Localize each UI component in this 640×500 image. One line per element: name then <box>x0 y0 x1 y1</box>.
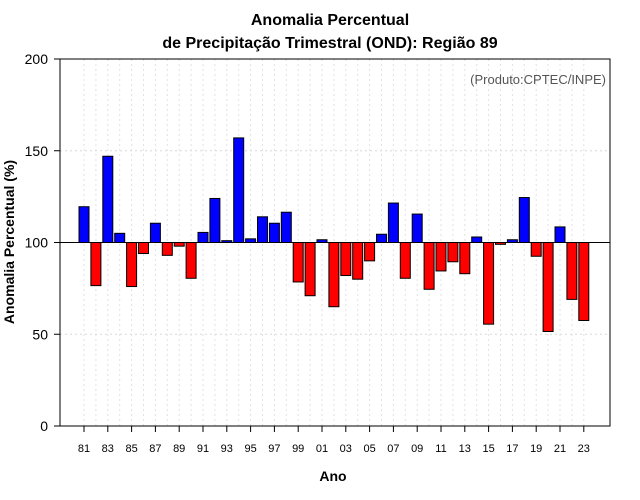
bar-94 <box>233 137 245 243</box>
x-tick-label: 03 <box>340 443 352 455</box>
bar-07 <box>387 202 399 243</box>
bar-82 <box>90 242 102 287</box>
y-tick-label: 150 <box>25 143 49 159</box>
bar-83 <box>102 155 114 244</box>
bar-05 <box>364 242 376 262</box>
y-axis-label: Anomalia Percentual (%) <box>1 160 17 324</box>
bar-03 <box>340 242 352 277</box>
x-tick-label: 17 <box>506 443 518 455</box>
y-axis: 0 50 100 150 200 <box>25 51 60 434</box>
bar-12 <box>447 242 459 263</box>
bar-99 <box>292 242 304 283</box>
credit-text: (Produto:CPTEC/INPE) <box>470 72 606 87</box>
bar-97 <box>268 222 280 243</box>
bar-series <box>78 137 590 332</box>
x-tick-label: 97 <box>268 443 280 455</box>
x-tick-label: 15 <box>482 443 494 455</box>
chart-title-line1: Anomalia Percentual <box>251 12 409 29</box>
bar-06 <box>376 233 387 243</box>
grid-lines <box>60 59 610 426</box>
x-tick-label: 93 <box>221 443 233 455</box>
bar-90 <box>185 242 197 279</box>
x-axis-label: Ano <box>319 468 346 484</box>
x-tick-label: 11 <box>435 443 446 455</box>
x-tick-label: 89 <box>173 443 185 455</box>
bar-89 <box>173 242 185 247</box>
bar-00 <box>304 242 316 297</box>
x-tick-label: 21 <box>554 443 566 455</box>
y-tick-label: 200 <box>25 51 49 67</box>
y-tick-label: 0 <box>40 418 48 434</box>
x-tick-label: 81 <box>78 443 90 455</box>
x-tick-label: 83 <box>102 443 114 455</box>
bar-10 <box>423 242 435 290</box>
bar-19 <box>530 242 542 257</box>
x-tick-label: 91 <box>197 443 209 455</box>
bar-11 <box>435 242 447 272</box>
x-tick-label: 19 <box>530 443 542 455</box>
x-tick-label: 99 <box>292 443 304 455</box>
bar-98 <box>280 211 292 244</box>
x-tick-label: 05 <box>363 443 375 455</box>
y-tick-label: 100 <box>25 235 49 251</box>
bar-91 <box>197 231 209 244</box>
bar-81 <box>78 206 90 243</box>
x-axis: 81 83 85 87 89 91 93 95 97 99 01 03 05 07 09 11 13 15 17 19… <box>78 426 590 455</box>
bar-22 <box>566 242 578 300</box>
bar-20 <box>542 242 554 332</box>
bar-87 <box>149 222 161 243</box>
y-tick-label: 50 <box>32 326 48 342</box>
bar-23 <box>578 242 590 321</box>
x-tick-label: 85 <box>125 443 137 455</box>
chart-title-line2: de Precipitação Trimestral (OND): Região… <box>162 35 497 52</box>
bar-04 <box>352 242 364 280</box>
bar-88 <box>161 242 173 256</box>
bar-96 <box>257 216 268 243</box>
bar-92 <box>209 197 221 244</box>
bar-21 <box>554 226 566 243</box>
bar-95 <box>245 238 257 244</box>
bar-86 <box>138 242 149 255</box>
x-tick-label: 87 <box>149 443 161 455</box>
x-tick-label: 09 <box>411 443 423 455</box>
x-tick-label: 07 <box>387 443 399 455</box>
bar-02 <box>328 242 340 308</box>
x-tick-label: 23 <box>578 443 590 455</box>
x-tick-label: 13 <box>459 443 471 455</box>
x-tick-label: 95 <box>244 443 256 455</box>
bar-13 <box>459 242 471 275</box>
bar-14 <box>471 236 483 243</box>
x-tick-label: 01 <box>316 443 328 455</box>
bar-84 <box>114 232 126 243</box>
bar-09 <box>411 213 423 243</box>
bar-18 <box>518 197 530 243</box>
bar-08 <box>399 242 411 279</box>
bar-85 <box>126 242 138 288</box>
bar-15 <box>483 242 495 325</box>
